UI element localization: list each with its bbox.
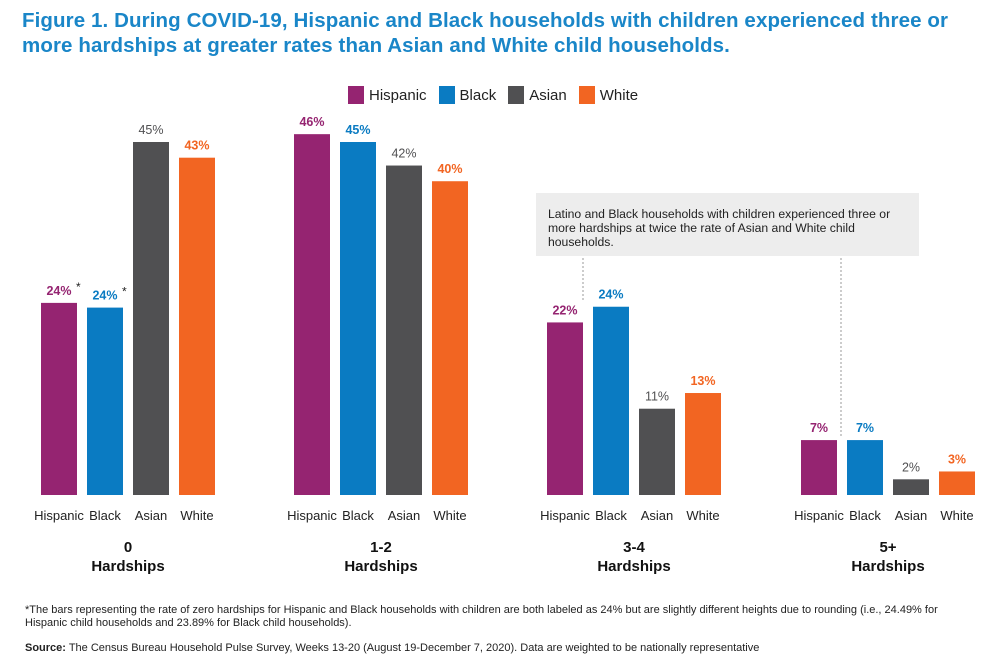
tick-label: Black — [595, 508, 627, 523]
legend-swatch — [438, 86, 455, 104]
data-label: 43% — [184, 139, 209, 153]
tick-label: White — [433, 508, 466, 523]
legend-label: Asian — [529, 86, 567, 104]
bar-asian — [893, 479, 929, 495]
data-label: 24% — [92, 289, 117, 303]
bar-black — [87, 307, 123, 495]
source-line: Source: The Census Bureau Household Puls… — [25, 642, 759, 654]
tick-label: Hispanic — [34, 508, 84, 523]
tick-label: Asian — [135, 508, 168, 523]
data-label: 40% — [437, 162, 462, 176]
legend-swatch — [348, 86, 364, 104]
bar-asian — [639, 408, 675, 495]
bar-white — [685, 393, 721, 495]
data-label: 45% — [345, 123, 370, 137]
tick-label: Black — [849, 508, 881, 523]
category-label: Hardships — [91, 558, 164, 575]
tick-label: Hispanic — [794, 508, 844, 523]
source-label: Source: — [25, 642, 66, 654]
bar-black — [340, 142, 376, 495]
bar-white — [939, 471, 975, 495]
tick-label: Black — [342, 508, 374, 523]
bar-hispanic — [547, 322, 583, 495]
data-label: 3% — [948, 452, 966, 466]
category-label: Hardships — [597, 558, 670, 575]
tick-label: White — [940, 508, 973, 523]
data-label: 2% — [902, 460, 920, 474]
legend-label: Black — [459, 86, 497, 104]
tick-label: Hispanic — [287, 508, 337, 523]
category-label: 5+ — [879, 539, 896, 556]
tick-label: Black — [89, 508, 121, 523]
category-label: 0 — [124, 539, 132, 556]
bar-black — [593, 306, 629, 495]
footnote: *The bars representing the rate of zero … — [25, 604, 938, 629]
legend-swatch — [508, 86, 525, 104]
bar-hispanic — [294, 134, 330, 495]
bar-white — [432, 181, 468, 495]
bar-asian — [133, 142, 169, 495]
category-label: 1-2 — [370, 539, 392, 556]
legend-label: White — [599, 86, 639, 104]
tick-label: Asian — [388, 508, 421, 523]
tick-label: Asian — [641, 508, 674, 523]
category-label: Hardships — [344, 558, 417, 575]
data-label: 7% — [856, 421, 874, 435]
legend-item-black: Black — [438, 86, 497, 104]
data-label: 24% — [46, 284, 71, 298]
chart-title: Figure 1. During COVID-19, Hispanic and … — [22, 9, 949, 57]
tick-label: White — [180, 508, 213, 523]
tick-label: Hispanic — [540, 508, 590, 523]
bar-white — [179, 157, 215, 495]
bar-hispanic — [41, 302, 77, 495]
legend-item-asian: Asian — [508, 86, 567, 104]
bar-asian — [386, 165, 422, 496]
tick-label: Asian — [895, 508, 928, 523]
data-label: 45% — [138, 123, 163, 137]
legend-item-white: White — [578, 86, 639, 104]
legend-swatch — [578, 86, 595, 104]
legend-item-hispanic: Hispanic — [348, 86, 427, 104]
bar-hispanic — [801, 440, 837, 495]
category-label: 3-4 — [623, 539, 645, 556]
asterisk-mark: * — [122, 285, 127, 299]
category-label: Hardships — [851, 558, 924, 575]
data-label: 42% — [391, 147, 416, 161]
bar-black — [847, 440, 883, 495]
asterisk-mark: * — [76, 280, 81, 294]
data-label: 11% — [645, 390, 669, 404]
legend-label: Hispanic — [369, 86, 427, 104]
data-label: 7% — [810, 421, 828, 435]
data-label: 13% — [690, 374, 715, 388]
source-text: The Census Bureau Household Pulse Survey… — [68, 642, 760, 654]
data-label: 22% — [552, 303, 577, 317]
data-label: 24% — [598, 288, 623, 302]
data-label: 46% — [299, 115, 324, 129]
tick-label: White — [686, 508, 719, 523]
legend: Hispanic Black Asian White — [348, 86, 638, 104]
annotation-box: Latino and Black households with childre… — [536, 193, 919, 256]
